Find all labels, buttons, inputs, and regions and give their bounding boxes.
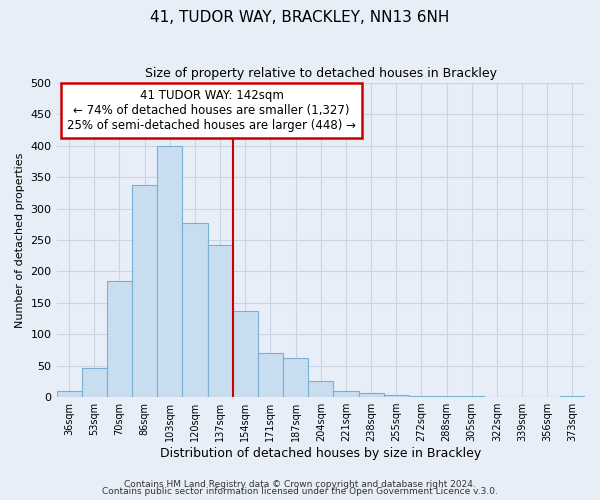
Bar xyxy=(359,392,383,397)
Bar xyxy=(560,396,585,397)
Bar xyxy=(157,146,182,397)
Bar xyxy=(383,394,409,397)
Bar xyxy=(409,396,434,397)
Text: Contains HM Land Registry data © Crown copyright and database right 2024.: Contains HM Land Registry data © Crown c… xyxy=(124,480,476,489)
Y-axis label: Number of detached properties: Number of detached properties xyxy=(15,152,25,328)
Bar xyxy=(308,382,334,397)
Bar xyxy=(233,311,258,397)
Bar xyxy=(107,281,132,397)
Bar xyxy=(132,185,157,397)
Text: 41, TUDOR WAY, BRACKLEY, NN13 6NH: 41, TUDOR WAY, BRACKLEY, NN13 6NH xyxy=(151,10,449,25)
Text: 41 TUDOR WAY: 142sqm
← 74% of detached houses are smaller (1,327)
25% of semi-de: 41 TUDOR WAY: 142sqm ← 74% of detached h… xyxy=(67,90,356,132)
X-axis label: Distribution of detached houses by size in Brackley: Distribution of detached houses by size … xyxy=(160,447,481,460)
Bar xyxy=(434,396,459,397)
Bar xyxy=(459,396,484,397)
Bar xyxy=(208,245,233,397)
Text: Contains public sector information licensed under the Open Government Licence v.: Contains public sector information licen… xyxy=(102,487,498,496)
Bar xyxy=(334,391,359,397)
Bar xyxy=(182,223,208,397)
Bar xyxy=(56,391,82,397)
Bar xyxy=(82,368,107,397)
Bar xyxy=(258,353,283,397)
Bar xyxy=(283,358,308,397)
Title: Size of property relative to detached houses in Brackley: Size of property relative to detached ho… xyxy=(145,68,497,80)
